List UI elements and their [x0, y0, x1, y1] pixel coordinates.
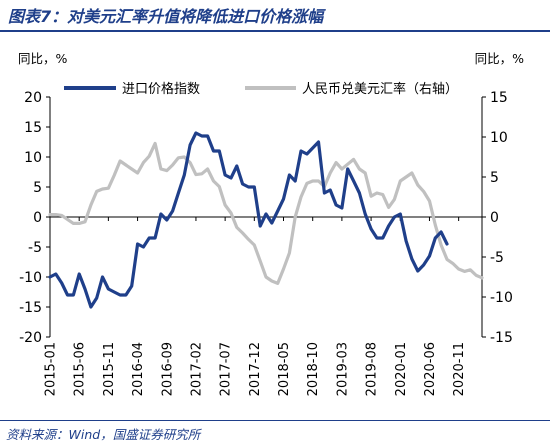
x-tick-label: 2017-07: [219, 342, 234, 396]
y-left-tick-label: -10: [19, 270, 42, 286]
y-left-tick-label: 15: [24, 120, 42, 136]
y-left-tick-label: 0: [33, 210, 42, 226]
y-right-tick-label: -15: [490, 330, 513, 346]
legend-label-usdcny: 人民币兑美元汇率（右轴）: [302, 81, 458, 97]
x-tick-label: 2015-06: [73, 342, 88, 396]
x-tick-label: 2020-06: [423, 342, 438, 396]
x-tick-label: 2015-11: [102, 342, 117, 396]
x-tick-label: 2015-01: [44, 342, 59, 396]
series-line-import-price: [48, 131, 449, 309]
y-right-tick-label: -10: [490, 290, 513, 306]
legend: 进口价格指数 人民币兑美元汇率（右轴）: [64, 81, 458, 97]
title-divider: [0, 30, 550, 32]
y-left-tick-label: -15: [19, 300, 42, 316]
x-tick-label: 2016-09: [160, 342, 175, 396]
y-right-tick-label: 10: [490, 130, 508, 146]
y-right-axis-label: 同比，%: [475, 51, 525, 66]
x-tick-label: 2019-03: [335, 342, 350, 396]
series-line-usdcny: [48, 141, 484, 285]
x-tick-label: 2016-04: [131, 342, 146, 396]
chart-title: 图表7：对美元汇率升值将降低进口价格涨幅: [8, 7, 324, 26]
x-tick-label: 2017-02: [189, 342, 204, 396]
footer-divider: [0, 420, 550, 421]
source-note: 资料来源：Wind，国盛证券研究所: [6, 427, 201, 442]
y-left-tick-label: -20: [19, 330, 42, 346]
x-ticks: 2015-01 2015-06 2015-11 2016-04 2016-09 2017-…: [44, 217, 467, 396]
series-layer: [48, 131, 484, 309]
y-left-ticks: 20 15 10 5 0 -5 -10 -15 -20: [19, 90, 50, 346]
x-tick-label: 2020-11: [452, 342, 467, 396]
x-tick-label: 2018-10: [306, 342, 321, 396]
y-left-tick-label: 20: [24, 90, 42, 106]
y-right-tick-label: 0: [490, 210, 499, 226]
y-left-tick-label: -5: [28, 240, 42, 256]
y-left-axis-label: 同比，%: [18, 51, 68, 66]
legend-label-import-price: 进口价格指数: [122, 81, 200, 97]
x-tick-label: 2020-01: [394, 342, 409, 396]
x-tick-label: 2019-08: [365, 342, 380, 396]
y-right-tick-label: 5: [490, 170, 499, 186]
y-right-tick-label: 15: [490, 90, 508, 106]
x-tick-label: 2018-05: [277, 342, 292, 396]
y-right-ticks: 15 10 5 0 -5 -10 -15: [482, 90, 513, 346]
y-left-tick-label: 10: [24, 150, 42, 166]
y-right-tick-label: -5: [490, 250, 504, 266]
y-left-tick-label: 5: [33, 180, 42, 196]
x-tick-label: 2017-12: [248, 342, 263, 396]
